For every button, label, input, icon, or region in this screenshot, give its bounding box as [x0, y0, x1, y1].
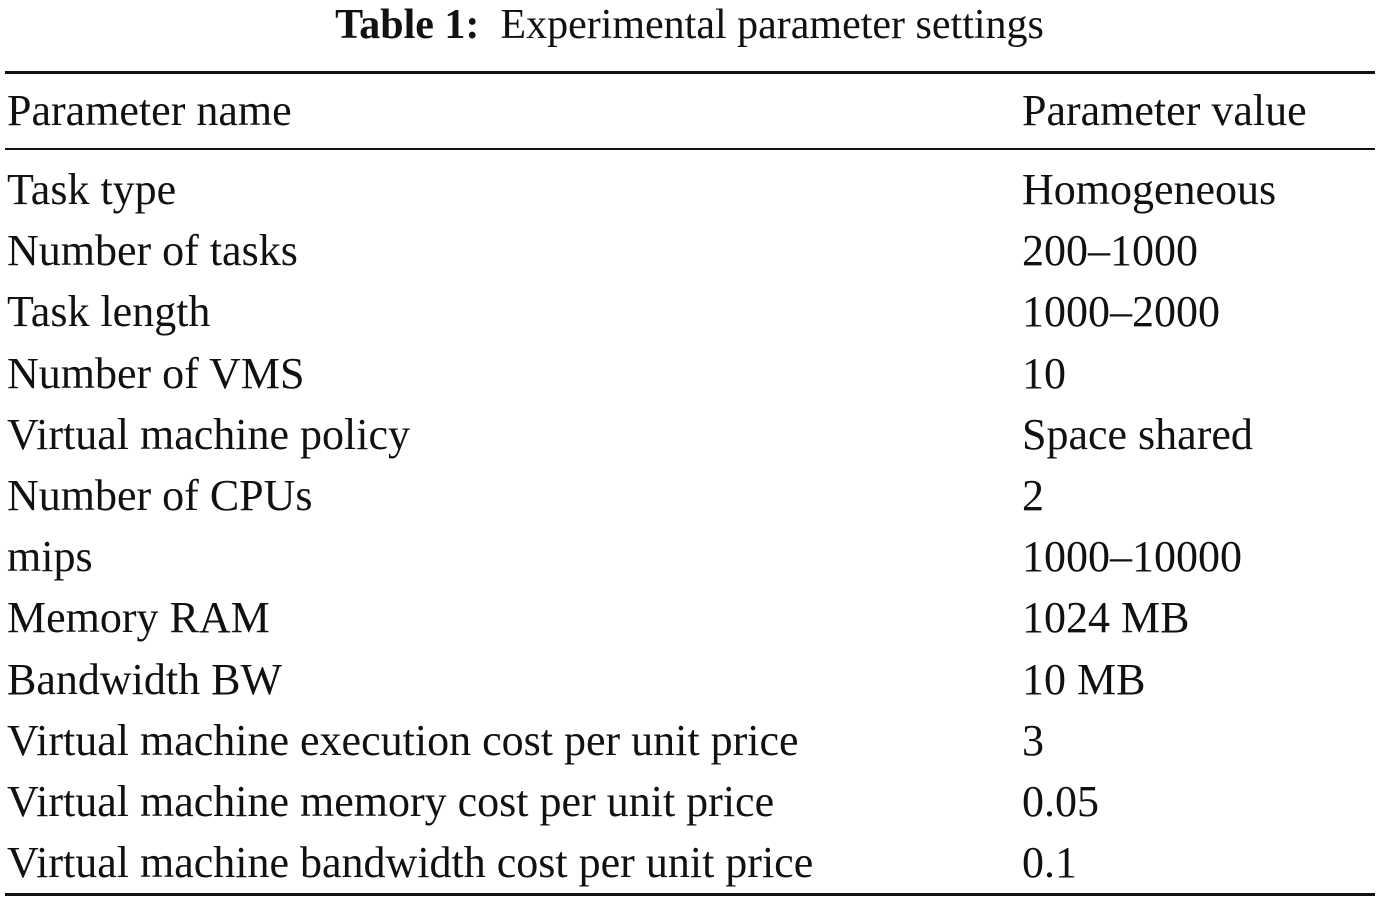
parameter-name-cell: Virtual machine bandwidth cost per unit … [7, 838, 814, 888]
parameter-name-cell: Number of CPUs [7, 471, 313, 520]
parameter-name-cell: Task length [7, 287, 211, 337]
table-header-rule [5, 148, 1375, 150]
parameter-name-cell: Virtual machine policy [7, 409, 411, 459]
parameter-value-cell: Space shared [1022, 409, 1253, 459]
parameter-value-cell: 3 [1022, 715, 1044, 765]
parameter-value-cell: 0.05 [1022, 777, 1099, 826]
parameter-value-cell: 0.1 [1022, 838, 1077, 888]
parameter-name-cell: Number of tasks [7, 226, 298, 276]
table-caption-text: Experimental parameter settings [500, 2, 1044, 48]
parameter-value-cell: 1000–10000 [1022, 532, 1242, 582]
parameter-value-cell: 10 MB [1022, 654, 1146, 704]
parameter-name-cell: mips [7, 532, 93, 582]
parameter-value-cell: 1024 MB [1022, 593, 1190, 643]
parameter-value-cell: 10 [1022, 348, 1066, 398]
header-parameter-name: Parameter name [7, 86, 292, 135]
parameter-value-cell: 2 [1022, 471, 1044, 520]
parameter-name-cell: Task type [7, 165, 177, 214]
parameter-name-cell: Memory RAM [7, 593, 270, 643]
parameter-name-cell: Bandwidth BW [7, 654, 282, 704]
parameter-value-cell: Homogeneous [1022, 165, 1277, 214]
parameter-value-cell: 1000–2000 [1022, 287, 1220, 337]
header-parameter-value: Parameter value [1022, 86, 1307, 135]
table-caption: Table 1: Experimental parameter settings [0, 0, 1379, 50]
table-top-rule [5, 71, 1375, 74]
parameter-value-cell: 200–1000 [1022, 226, 1198, 276]
table-bottom-rule [5, 893, 1375, 896]
table-caption-label: Table 1: [335, 2, 480, 48]
parameter-name-cell: Number of VMS [7, 348, 305, 398]
parameter-name-cell: Virtual machine memory cost per unit pri… [7, 777, 775, 826]
parameter-name-cell: Virtual machine execution cost per unit … [7, 715, 799, 765]
